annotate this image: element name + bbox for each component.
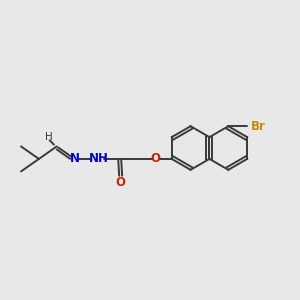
Text: O: O: [115, 176, 125, 189]
Text: Br: Br: [251, 120, 266, 133]
Text: H: H: [45, 131, 53, 142]
Text: O: O: [151, 152, 161, 165]
Text: N: N: [70, 152, 80, 165]
Text: NH: NH: [88, 152, 108, 165]
